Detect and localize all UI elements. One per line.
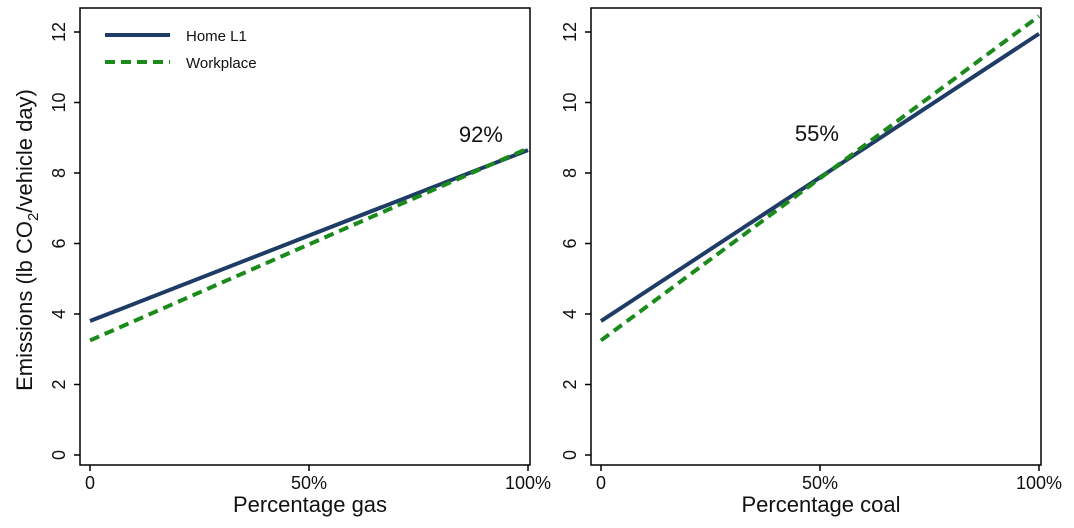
ytick-label-left-2: 2 — [49, 379, 69, 389]
series-line-left-home-l1 — [89, 148, 529, 323]
legend-label-home-l1: Home L1 — [186, 28, 247, 45]
legend-label-workplace: Workplace — [186, 55, 257, 72]
series-line-right-workplace — [599, 14, 1041, 343]
left-axes: 0 2 4 6 8 10 12 0 50% 100% 92% — [49, 22, 551, 493]
xtick-label-right-50: 50% — [802, 473, 838, 493]
annotation-right: 55% — [795, 121, 839, 146]
ytick-label-right-2: 2 — [560, 379, 580, 389]
panel-left-frame — [79, 7, 531, 466]
yaxis-title-main: Emissions (lb CO — [12, 221, 37, 391]
ytick-label-right-6: 6 — [560, 238, 580, 248]
yaxis-title: Emissions (lb CO2/vehicle day) — [12, 89, 42, 391]
annotation-left: 92% — [459, 122, 503, 147]
ytick-label-left-0: 0 — [49, 450, 69, 460]
xaxis-title-left: Percentage gas — [233, 492, 387, 517]
ytick-label-right-4: 4 — [560, 309, 580, 319]
xtick-label-right-0: 0 — [596, 473, 606, 493]
xtick-label-left-0: 0 — [85, 473, 95, 493]
ytick-label-left-8: 8 — [49, 168, 69, 178]
xaxis-title-right: Percentage coal — [742, 492, 901, 517]
ytick-label-left-10: 10 — [49, 92, 69, 112]
ytick-label-left-4: 4 — [49, 309, 69, 319]
ytick-label-right-8: 8 — [560, 168, 580, 178]
xtick-label-left-100: 100% — [505, 473, 551, 493]
xtick-label-right-100: 100% — [1016, 473, 1062, 493]
yaxis-title-tail: /vehicle day) — [12, 89, 37, 213]
panel-right-frame — [590, 7, 1042, 466]
series-line-left-workplace — [89, 146, 529, 343]
legend: Home L1 Workplace — [105, 28, 257, 72]
ytick-label-right-12: 12 — [560, 22, 580, 42]
yaxis-title-subscript: 2 — [25, 213, 42, 221]
ytick-label-right-0: 0 — [560, 450, 580, 460]
right-axes: 0 2 4 6 8 10 12 0 50% 100% 55% — [560, 14, 1062, 493]
ytick-label-left-12: 12 — [49, 22, 69, 42]
ytick-label-right-10: 10 — [560, 92, 580, 112]
ytick-label-left-6: 6 — [49, 238, 69, 248]
xtick-label-left-50: 50% — [291, 473, 327, 493]
